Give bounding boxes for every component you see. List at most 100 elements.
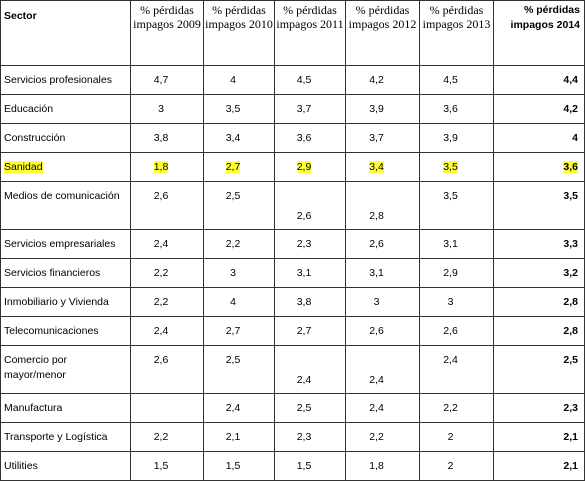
value-cell: 2,1 (493, 422, 585, 452)
value: 2 (447, 460, 454, 472)
value-cell: 3,6 (493, 152, 585, 182)
value: 2,1 (563, 460, 578, 472)
value: 4 (230, 296, 236, 308)
value: 2,1 (225, 431, 241, 443)
value-cell: 3,5 (493, 181, 585, 230)
value: 2,4 (296, 374, 312, 386)
sector-name: Comercio por mayor/menor (4, 354, 68, 381)
value-cell: 3,1 (274, 258, 346, 288)
value-cell: 2,8 (493, 287, 585, 317)
value-cell: 4,2 (345, 65, 420, 95)
value: 3,5 (443, 190, 458, 202)
sector-name: Educación (4, 103, 54, 115)
table-row: Construcción 3,8 3,4 3,6 3,7 3,9 4 (0, 123, 585, 153)
value-cell: 2,5 (203, 181, 275, 230)
sector-name: Transporte y Logística (4, 431, 108, 443)
value: 3,4 (225, 132, 241, 144)
value: 4,2 (369, 74, 384, 86)
column-header: % pérdidas impagos 2013 (419, 0, 494, 66)
value-cell: 4 (493, 123, 585, 153)
sector-name: Telecomunicaciones (4, 325, 99, 337)
value: 2,6 (153, 354, 169, 366)
value: 2,2 (369, 431, 384, 443)
value: 2,4 (443, 354, 458, 366)
sector-name: Construcción (4, 132, 66, 144)
value-cell: 4 (203, 65, 275, 95)
table-row: Servicios empresariales 2,4 2,2 2,3 2,6 3,1 3,… (0, 229, 585, 259)
value: 4,5 (296, 74, 312, 86)
sector-name: Servicios empresariales (4, 238, 116, 250)
sector-cell: Servicios financieros (0, 258, 131, 288)
value: 3 (447, 296, 454, 308)
value: 3,5 (225, 103, 241, 115)
table-row: Utilities 1,5 1,5 1,5 1,8 2 2,1 (0, 451, 585, 481)
value-cell: 4,5 (274, 65, 346, 95)
value: 1,5 (153, 460, 169, 472)
value-cell: 4,5 (419, 65, 494, 95)
value-cell: 2,4 (345, 345, 420, 394)
value: 3,6 (296, 132, 312, 144)
value: 4,5 (443, 74, 458, 86)
value-cell: 2 (419, 422, 494, 452)
value: 2 (447, 431, 454, 443)
value-cell: 3,5 (419, 152, 494, 182)
value-cell: 1,5 (274, 451, 346, 481)
value-cell: 3,1 (345, 258, 420, 288)
value-cell: 2,2 (130, 258, 204, 288)
sector-name: Inmobiliario y Vivienda (4, 296, 109, 308)
value: 2,6 (369, 325, 384, 337)
value: 2,3 (296, 431, 312, 443)
value: 2,2 (225, 238, 241, 250)
column-header: % pérdidas impagos 2009 (130, 0, 204, 66)
value-cell: 3,6 (274, 123, 346, 153)
sector-name: Utilities (4, 460, 38, 472)
value: 3,5 (443, 161, 458, 173)
sector-cell: Educación (0, 94, 131, 124)
value-cell: 2,4 (130, 229, 204, 259)
sector-cell: Telecomunicaciones (0, 316, 131, 346)
value-cell: 1,8 (345, 451, 420, 481)
value: 2,8 (369, 210, 384, 222)
value-cell: 1,8 (130, 152, 204, 182)
column-header: % pérdidas impagos 2014 (493, 0, 585, 66)
value-cell: 3 (130, 94, 204, 124)
value-cell: 2,2 (130, 422, 204, 452)
value: 3,7 (369, 132, 384, 144)
table-row: Comercio por mayor/menor 2,6 2,5 2,4 2,4 2,4 2… (0, 345, 585, 394)
value-cell: 2,4 (419, 345, 494, 394)
value: 4,7 (153, 74, 169, 86)
value-cell: 2,6 (130, 345, 204, 394)
value: 2,5 (563, 354, 578, 366)
value-cell: 2,9 (274, 152, 346, 182)
sector-cell: Inmobiliario y Vivienda (0, 287, 131, 317)
value: 2,7 (225, 161, 241, 173)
value-cell: 3 (203, 258, 275, 288)
value-cell: 3,8 (130, 123, 204, 153)
value: 2,4 (369, 402, 384, 414)
value-cell: 2,4 (130, 316, 204, 346)
table-body: Servicios profesionales 4,7 4 4,5 4,2 4,5 4,4 E… (0, 65, 585, 481)
value: 2,4 (225, 402, 241, 414)
value-cell: 2,6 (274, 181, 346, 230)
value-cell: 4,2 (493, 94, 585, 124)
value: 3,9 (369, 103, 384, 115)
value-cell: 1,5 (203, 451, 275, 481)
value-cell: 2,1 (203, 422, 275, 452)
value-cell: 3,5 (203, 94, 275, 124)
value: 2,8 (563, 296, 578, 308)
sector-cell: Sanidad (0, 152, 131, 182)
value: 2,5 (225, 190, 241, 202)
column-header: Sector (0, 0, 131, 66)
value: 1,8 (369, 460, 384, 472)
value: 2,4 (153, 325, 169, 337)
value-cell: 2,2 (130, 287, 204, 317)
value-cell: 2,5 (493, 345, 585, 394)
value: 3,1 (443, 238, 458, 250)
value: 3 (373, 296, 380, 308)
value: 2,3 (296, 238, 312, 250)
value-cell: 3,9 (419, 123, 494, 153)
value-cell: 3,5 (419, 181, 494, 230)
table-row: Sanidad 1,8 2,7 2,9 3,4 3,5 3,6 (0, 152, 585, 182)
value-cell: 3 (419, 287, 494, 317)
